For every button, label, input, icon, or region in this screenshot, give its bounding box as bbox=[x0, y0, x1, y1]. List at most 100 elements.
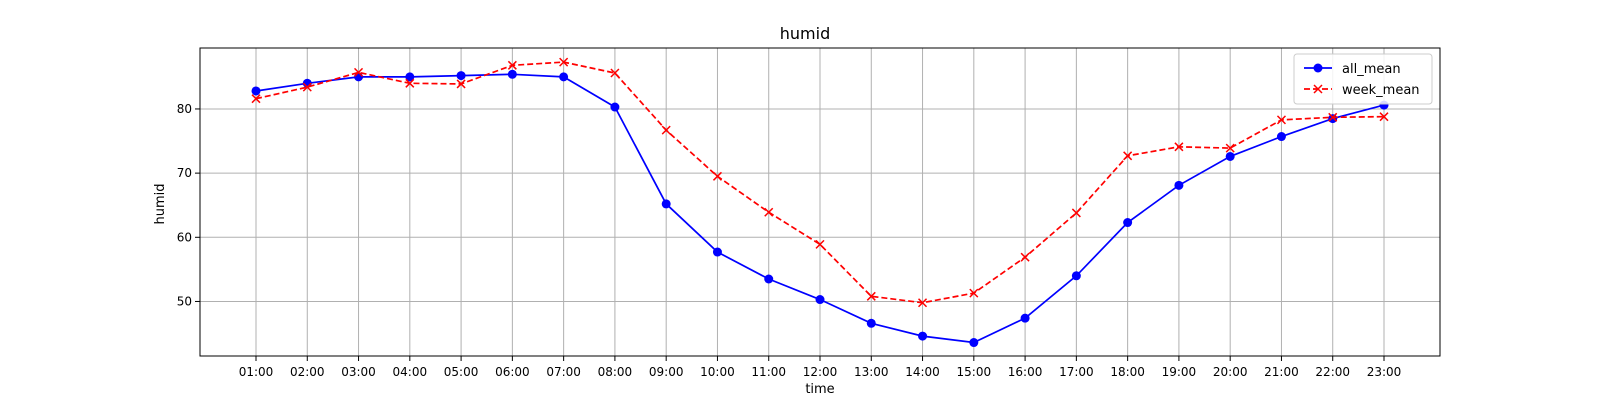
data-point bbox=[712, 247, 722, 257]
marker-stroke bbox=[1071, 208, 1081, 218]
data-point bbox=[661, 199, 671, 209]
data-point bbox=[1276, 132, 1286, 142]
x-tick-label: 02:00 bbox=[290, 365, 325, 379]
x-tick-label: 01:00 bbox=[239, 365, 274, 379]
y-tick-label: 80 bbox=[177, 102, 192, 116]
data-point bbox=[251, 86, 261, 96]
legend-label: all_mean bbox=[1342, 62, 1401, 77]
data-point bbox=[405, 78, 415, 88]
series-all_mean bbox=[251, 69, 1389, 348]
marker-stroke bbox=[251, 94, 261, 104]
x-tick-label: 11:00 bbox=[751, 365, 786, 379]
data-point bbox=[507, 69, 517, 79]
data-point bbox=[661, 125, 671, 135]
data-point bbox=[866, 318, 876, 328]
data-point bbox=[1020, 313, 1030, 323]
x-tick-label: 17:00 bbox=[1059, 365, 1094, 379]
x-tick-label: 15:00 bbox=[957, 365, 992, 379]
marker-stroke bbox=[1328, 112, 1338, 122]
chart-title: humid bbox=[780, 24, 830, 43]
x-tick-label: 18:00 bbox=[1110, 365, 1145, 379]
data-point bbox=[405, 72, 415, 82]
x-tick-label: 09:00 bbox=[649, 365, 684, 379]
data-point bbox=[610, 102, 620, 112]
series-line bbox=[255, 61, 1385, 304]
x-tick-label: 23:00 bbox=[1367, 365, 1402, 379]
grid bbox=[200, 48, 1440, 356]
data-point bbox=[302, 82, 312, 92]
x-tick-label: 20:00 bbox=[1213, 365, 1248, 379]
marker-stroke bbox=[354, 67, 364, 77]
data-point bbox=[456, 79, 466, 89]
legend-swatch-marker bbox=[1313, 63, 1323, 73]
data-point bbox=[969, 288, 979, 298]
data-point bbox=[712, 171, 722, 181]
marker-stroke bbox=[1313, 84, 1323, 94]
x-tick-label: 04:00 bbox=[393, 365, 428, 379]
marker-stroke bbox=[918, 298, 928, 308]
data-point bbox=[1174, 180, 1184, 190]
data-point bbox=[815, 295, 825, 305]
data-point bbox=[918, 331, 928, 341]
data-point bbox=[456, 71, 466, 81]
x-tick-label: 22:00 bbox=[1315, 365, 1350, 379]
marker-stroke bbox=[507, 60, 517, 70]
x-tick-label: 06:00 bbox=[495, 365, 530, 379]
data-point bbox=[354, 67, 364, 77]
data-point bbox=[1225, 151, 1235, 161]
y-tick-label: 70 bbox=[177, 166, 192, 180]
marker-stroke bbox=[764, 207, 774, 217]
y-axis: 50 60 70 80 bbox=[177, 102, 200, 308]
x-tick-label: 13:00 bbox=[854, 365, 889, 379]
marker-stroke bbox=[302, 82, 312, 92]
x-tick-label: 14:00 bbox=[905, 365, 940, 379]
series-week_mean bbox=[251, 57, 1389, 308]
marker-stroke bbox=[969, 288, 979, 298]
marker-stroke bbox=[1276, 115, 1286, 125]
data-point bbox=[1123, 218, 1133, 228]
data-point bbox=[1276, 115, 1286, 125]
data-point bbox=[815, 239, 825, 249]
data-point bbox=[1174, 142, 1184, 152]
data-point bbox=[507, 60, 517, 70]
data-point bbox=[1328, 114, 1338, 124]
data-point bbox=[1020, 252, 1030, 262]
data-point bbox=[559, 57, 569, 67]
data-point bbox=[764, 274, 774, 284]
data-point bbox=[1328, 112, 1338, 122]
data-point bbox=[918, 298, 928, 308]
x-tick-label: 21:00 bbox=[1264, 365, 1299, 379]
x-tick-label: 16:00 bbox=[1008, 365, 1043, 379]
x-tick-label: 05:00 bbox=[444, 365, 479, 379]
x-tick-label: 12:00 bbox=[803, 365, 838, 379]
legend: all_mean week_mean bbox=[1293, 53, 1433, 105]
marker-stroke bbox=[1225, 143, 1235, 153]
data-point bbox=[610, 68, 620, 78]
legend-box bbox=[1293, 53, 1433, 105]
legend-label: week_mean bbox=[1342, 83, 1420, 98]
x-tick-label: 03:00 bbox=[341, 365, 376, 379]
legend-item-all_mean: all_mean bbox=[1304, 62, 1401, 77]
marker-stroke bbox=[1123, 151, 1133, 161]
data-point bbox=[1225, 143, 1235, 153]
data-point bbox=[969, 338, 979, 348]
marker-stroke bbox=[661, 125, 671, 135]
marker-stroke bbox=[1020, 252, 1030, 262]
x-tick-label: 10:00 bbox=[700, 365, 735, 379]
marker-stroke bbox=[456, 79, 466, 89]
marker-stroke bbox=[1379, 112, 1389, 122]
marker-stroke bbox=[1174, 142, 1184, 152]
data-point bbox=[1071, 271, 1081, 281]
y-tick-label: 60 bbox=[177, 230, 192, 244]
x-tick-label: 07:00 bbox=[546, 365, 581, 379]
x-axis-label: time bbox=[805, 382, 834, 397]
data-point bbox=[866, 291, 876, 301]
marker-stroke bbox=[405, 78, 415, 88]
data-point bbox=[1071, 208, 1081, 218]
data-point bbox=[764, 207, 774, 217]
x-axis: 01:00 02:00 03:00 04:00 05:00 06:00 07:00 08:00… bbox=[239, 356, 1402, 379]
marker-stroke bbox=[866, 291, 876, 301]
legend-item-week_mean: week_mean bbox=[1304, 83, 1420, 98]
marker-stroke bbox=[610, 68, 620, 78]
